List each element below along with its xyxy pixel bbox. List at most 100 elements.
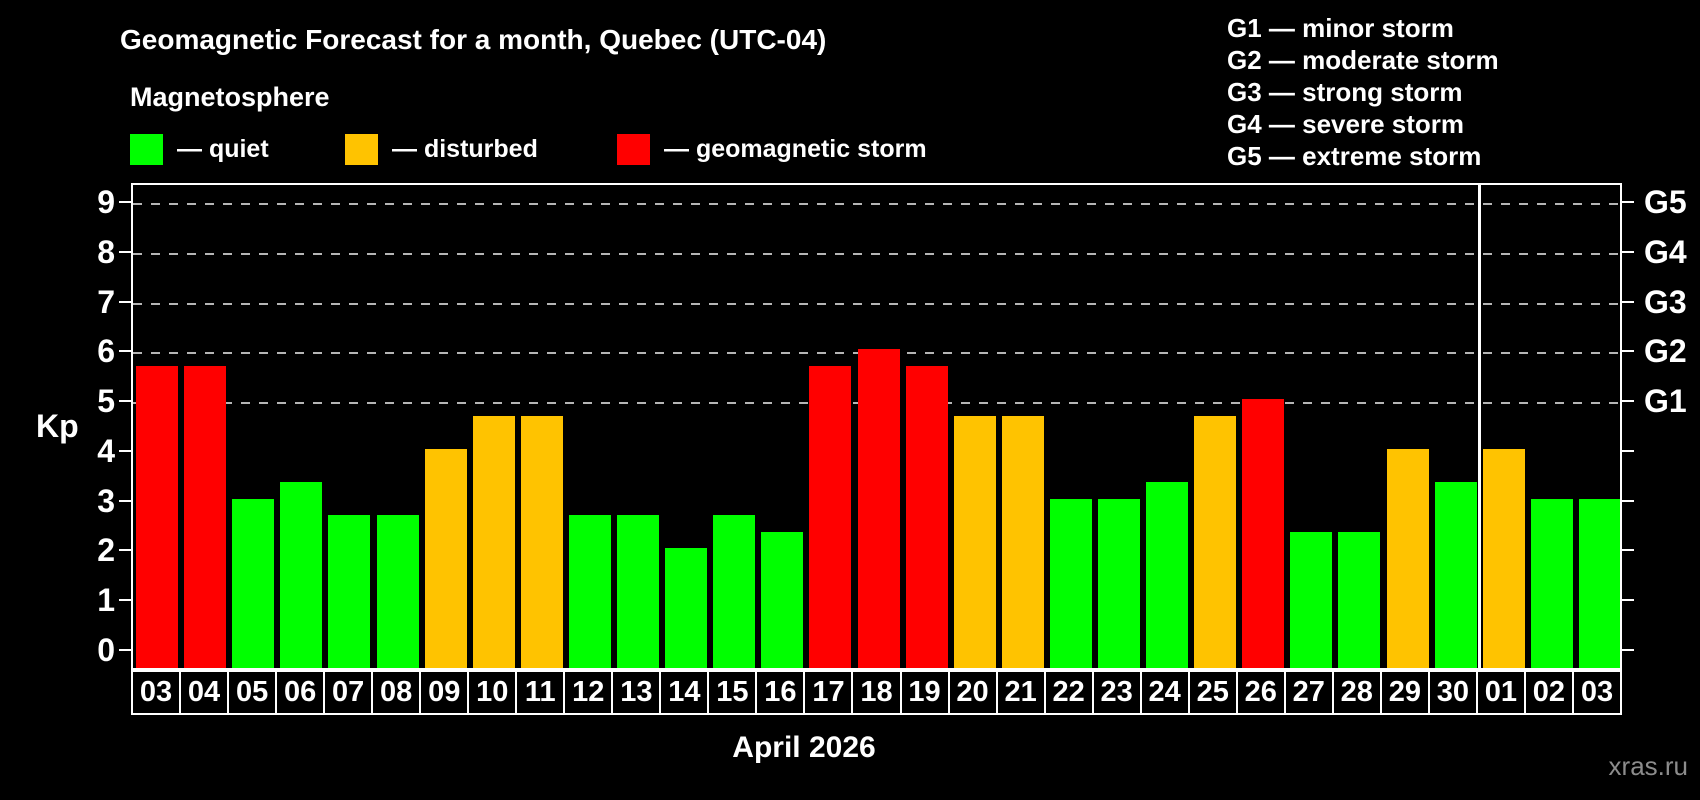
bar-day-08	[376, 515, 419, 668]
day-cell-22: 22	[1043, 672, 1092, 713]
day-cell-02-next-month: 02	[1523, 672, 1572, 713]
y-tick-label-4: 4	[97, 432, 115, 469]
day-cell-17: 17	[803, 672, 851, 713]
y-tick-label-0: 0	[97, 632, 115, 668]
day-cell-01-next-month: 01	[1475, 672, 1524, 713]
x-axis-day-row: 03 04 05 06 07 08 09 10 11 12 13 14 15 16 17 18 19 20 21 22…	[131, 670, 1622, 715]
day-cell-25: 25	[1187, 672, 1236, 713]
day-cell-21: 21	[995, 672, 1044, 713]
y-axis-title: Kp	[36, 408, 79, 444]
y-tick-label-1: 1	[97, 582, 115, 619]
day-cell-06: 06	[275, 672, 323, 713]
y-tick-label-7: 7	[97, 283, 115, 320]
y-tick-right-3	[1622, 499, 1634, 502]
g-scale-label-g1: G1	[1644, 383, 1687, 420]
plot-area	[131, 183, 1622, 670]
storm-scale-g2: G2 — moderate storm	[1227, 45, 1499, 75]
day-cell-16: 16	[755, 672, 803, 713]
bar-day-29	[1386, 448, 1429, 668]
bar-day-02-next-month	[1530, 498, 1573, 668]
y-tick-left-9	[119, 201, 131, 203]
y-tick-left-2	[119, 549, 131, 552]
legend-item-disturbed: — disturbed	[345, 134, 538, 165]
legend-label-storm: — geomagnetic storm	[664, 135, 927, 163]
bar-day-01-next-month	[1482, 448, 1525, 668]
bar-day-20	[953, 415, 996, 668]
bar-day-09	[424, 448, 467, 668]
bar-day-13	[617, 515, 660, 668]
y-tick-label-2: 2	[97, 532, 115, 569]
y-tick-right-1	[1622, 599, 1634, 602]
bar-day-22	[1049, 498, 1092, 668]
day-cell-12: 12	[563, 672, 611, 713]
g-scale-label-g5: G5	[1644, 184, 1687, 220]
legend-item-storm: — geomagnetic storm	[617, 134, 927, 165]
day-cell-08: 08	[371, 672, 419, 713]
storm-scale-g3: G3 — strong storm	[1227, 77, 1463, 107]
day-cell-05: 05	[227, 672, 275, 713]
legend-item-quiet: — quiet	[130, 134, 269, 165]
day-cell-03: 03	[139, 676, 173, 708]
disturbed-color-swatch	[345, 134, 378, 165]
gridline-kp-9	[133, 203, 1620, 205]
bar-day-21	[1001, 415, 1044, 668]
bar-day-15	[713, 515, 756, 668]
bar-day-06	[280, 482, 323, 668]
legend-label-quiet: — quiet	[177, 135, 269, 163]
y-tick-right-2	[1622, 549, 1634, 552]
y-tick-label-3: 3	[97, 482, 115, 519]
g-scale-label-g4: G4	[1644, 233, 1687, 270]
storm-scale-g4: G4 — severe storm	[1227, 109, 1465, 139]
storm-scale-g1: G1 — minor storm	[1227, 13, 1454, 43]
y-tick-right-6	[1622, 350, 1634, 353]
bar-day-24	[1146, 482, 1189, 668]
day-cell-18: 18	[851, 672, 899, 713]
y-tick-right-5	[1622, 400, 1634, 403]
y-tick-label-9: 9	[97, 184, 115, 220]
storm-scale-legend: G1 — minor storm G2 — moderate storm G3 …	[1227, 12, 1499, 172]
bar-day-14	[665, 548, 708, 668]
y-tick-left-7	[119, 300, 131, 303]
magnetosphere-label: Magnetosphere	[130, 82, 330, 112]
day-cell-04: 04	[179, 672, 227, 713]
page-title: Geomagnetic Forecast for a month, Quebec…	[120, 24, 827, 55]
y-tick-left-1	[119, 599, 131, 602]
g-scale-label-g3: G3	[1644, 283, 1687, 320]
bar-day-16	[761, 532, 804, 668]
bar-day-07	[328, 515, 371, 668]
gridline-kp-7	[133, 302, 1620, 305]
day-cell-23: 23	[1091, 672, 1140, 713]
day-cell-29: 29	[1379, 672, 1428, 713]
day-cell-24: 24	[1139, 672, 1188, 713]
day-cell-03-next-month: 03	[1571, 672, 1620, 713]
day-cell-07: 07	[323, 672, 371, 713]
bar-day-28	[1338, 532, 1381, 668]
y-tick-left-0	[119, 649, 131, 651]
bar-day-19	[905, 365, 948, 668]
storm-scale-g5: G5 — extreme storm	[1227, 141, 1482, 171]
y-tick-right-7	[1622, 300, 1634, 303]
y-tick-right-4	[1622, 449, 1634, 452]
y-tick-label-5: 5	[97, 383, 115, 420]
y-tick-label-6: 6	[97, 333, 115, 370]
day-cell-28: 28	[1331, 672, 1380, 713]
y-tick-left-8	[119, 250, 131, 253]
bar-day-23	[1097, 498, 1140, 668]
y-tick-left-3	[119, 499, 131, 502]
bar-day-30	[1434, 482, 1477, 668]
watermark: xras.ru	[1608, 751, 1688, 781]
y-tick-right-8	[1622, 250, 1634, 253]
bar-day-25	[1194, 415, 1237, 668]
day-cell-09: 09	[419, 672, 467, 713]
bar-day-04	[184, 365, 227, 668]
quiet-color-swatch	[130, 134, 163, 165]
bar-day-11	[520, 415, 563, 668]
day-cell-15: 15	[707, 672, 755, 713]
day-cell-19: 19	[899, 672, 948, 713]
day-cell-30: 30	[1427, 672, 1476, 713]
y-tick-left-4	[119, 449, 131, 452]
gridline-kp-8	[133, 252, 1620, 255]
bar-day-10	[472, 415, 515, 668]
y-tick-label-8: 8	[97, 233, 115, 270]
